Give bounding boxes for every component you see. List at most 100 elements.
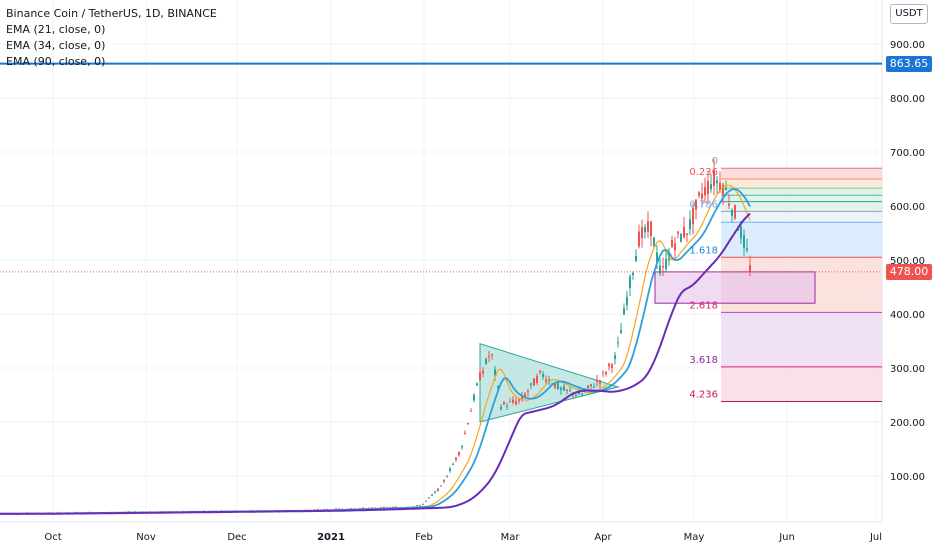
- x-tick-label: Jul: [869, 532, 882, 543]
- y-tick-label: 800.00: [890, 94, 925, 105]
- fib-zones: [721, 167, 882, 402]
- candle-body: [623, 308, 625, 315]
- legend-ema34: EMA (34, close, 0): [6, 39, 106, 52]
- candle-body: [647, 221, 649, 232]
- fib-label: 0.786: [689, 199, 718, 210]
- candle-body: [428, 497, 430, 499]
- candle-body: [686, 233, 688, 235]
- candle-body: [602, 372, 604, 374]
- ema90-line: [0, 212, 751, 515]
- candle-body: [371, 507, 373, 509]
- candle-body: [665, 258, 667, 270]
- level-price-tag: 863.65: [886, 55, 932, 72]
- candle-body: [635, 256, 637, 262]
- candle-body: [479, 372, 481, 381]
- fib-label: 4.236: [689, 389, 718, 400]
- candle-body: [563, 386, 565, 391]
- y-tick-label: 200.00: [890, 418, 925, 429]
- fib-zone: [721, 366, 882, 402]
- candle-body: [650, 221, 652, 237]
- candle-body: [506, 405, 508, 407]
- candle-body: [716, 180, 718, 184]
- fib-zone: [721, 201, 882, 212]
- candle-body: [470, 410, 472, 412]
- fib-label: 0: [712, 156, 718, 167]
- candle-body: [704, 187, 706, 196]
- candle-body: [458, 451, 460, 456]
- candle-body: [416, 505, 418, 507]
- candle-body: [476, 383, 478, 386]
- candle-body: [641, 227, 643, 239]
- fib-zone: [721, 168, 882, 179]
- fib-zone: [721, 312, 882, 367]
- candle-body: [488, 356, 490, 358]
- x-tick-label: Apr: [594, 532, 612, 543]
- candle-body: [731, 209, 733, 217]
- candle-body: [518, 399, 520, 401]
- candle-body: [497, 385, 499, 389]
- candle-body: [743, 235, 745, 248]
- candle-body: [599, 380, 601, 384]
- candle-body: [659, 265, 661, 274]
- candle-body: [626, 297, 628, 306]
- candle-body: [701, 193, 703, 199]
- candle-body: [629, 276, 631, 288]
- candle-body: [566, 389, 568, 391]
- candle-body: [611, 364, 613, 368]
- ema-lines: [0, 184, 751, 515]
- candle-body: [449, 468, 451, 472]
- candle-body: [695, 199, 697, 210]
- candle-body: [692, 208, 694, 225]
- candle-body: [746, 248, 748, 251]
- candle-body: [422, 503, 424, 505]
- y-tick-label: 600.00: [890, 202, 925, 213]
- candle-body: [545, 379, 547, 382]
- candle-body: [578, 391, 580, 395]
- candle-body: [557, 383, 559, 390]
- x-tick-label: Mar: [501, 532, 521, 543]
- legend-title: Binance Coin / TetherUS, 1D, BINANCE: [6, 7, 217, 20]
- x-tick-label: May: [684, 532, 705, 543]
- candle-body: [533, 378, 535, 386]
- candle-body: [452, 463, 454, 465]
- candle-body: [419, 505, 421, 507]
- fib-zone: [721, 222, 882, 258]
- candle-body: [656, 252, 658, 263]
- y-tick-label: 300.00: [890, 364, 925, 375]
- candle-body: [569, 390, 571, 392]
- x-tick-label: 2021: [317, 532, 345, 543]
- currency-button[interactable]: USDT: [890, 4, 928, 24]
- candle-body: [482, 370, 484, 374]
- y-tick-label: 500.00: [890, 256, 925, 267]
- candle-body: [734, 205, 736, 219]
- candle-body: [638, 231, 640, 247]
- candle-body: [500, 406, 502, 410]
- candle-body: [710, 184, 712, 190]
- candle-body: [722, 184, 724, 195]
- candle-body: [605, 371, 607, 375]
- candle-body: [632, 272, 634, 276]
- candle-body: [494, 369, 496, 376]
- candle-body: [662, 265, 664, 268]
- candle-body: [461, 446, 463, 448]
- fib-zone: [721, 211, 882, 223]
- y-tick-label: 900.00: [890, 40, 925, 51]
- ema34-line: [0, 187, 751, 515]
- candle-body: [446, 476, 448, 478]
- y-tick-label: 700.00: [890, 148, 925, 159]
- candle-body: [719, 182, 721, 191]
- candle-body: [434, 491, 436, 493]
- x-tick-label: Nov: [136, 532, 156, 543]
- candle-body: [614, 355, 616, 359]
- candle-body: [443, 480, 445, 482]
- candle-body: [503, 402, 505, 405]
- candle-body: [575, 394, 577, 396]
- candle-body: [464, 433, 466, 435]
- candle-body: [560, 387, 562, 390]
- chart-legend: Binance Coin / TetherUS, 1D, BINANCE EMA…: [6, 6, 217, 70]
- x-tick-label: Jun: [778, 532, 795, 543]
- x-tick-label: Oct: [44, 532, 61, 543]
- candle-body: [530, 383, 532, 385]
- support-zone-rect: [654, 271, 816, 304]
